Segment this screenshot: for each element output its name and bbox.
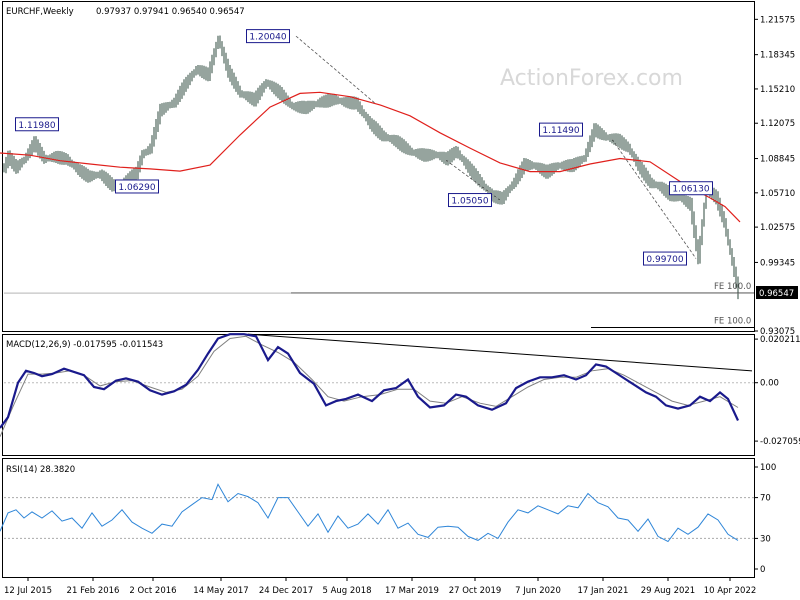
price-y-tick-label: 1.12075 [760,119,795,129]
price-panel-frame [2,1,755,332]
swing-label: 1.06130 [669,181,713,196]
x-tick-label: 7 Jun 2020 [515,586,561,596]
price-y-tick-label: 1.08845 [760,155,795,165]
swing-label-text: 1.06290 [118,183,155,193]
last-price-box [756,286,798,299]
macd-y-tick-label: 0.00 [760,379,779,389]
swing-label: 1.11490 [539,122,583,137]
swing-label: 0.99700 [643,251,687,266]
x-tick-label: 10 Apr 2022 [704,586,757,596]
swing-label-text: 1.06130 [672,185,709,195]
macd-y-tick-label: -0.027059 [760,437,800,447]
rsi-y-tick-label: 70 [760,494,771,504]
x-tick-label: 17 Mar 2019 [385,586,439,596]
x-tick-label: 29 Aug 2021 [641,586,695,596]
macd-trendline [247,333,753,372]
x-tick-label: 5 Aug 2018 [322,586,371,596]
rsi-y-tick-label: 100 [760,463,776,473]
rsi-panel-frame [2,458,755,578]
macd-y-tick-label: 0.020211 [760,335,800,345]
rsi-line [0,483,739,543]
swing-label: 1.11980 [15,117,59,132]
price-y-tick-label: 1.21575 [760,15,795,25]
price-y-tick-label: 1.02575 [760,223,795,233]
dashed-trendline [611,139,697,259]
price-y-tick-label: 1.15210 [760,85,795,95]
x-tick-label: 2 Oct 2016 [129,586,176,596]
watermark: ActionForex.com [500,66,683,91]
macd-y-axis: 0.020211 0.00 -0.027059 [754,335,800,447]
price-y-tick-label: 1.05710 [760,189,795,199]
x-axis: 12 Jul 2015 21 Feb 2016 2 Oct 2016 14 May 2… [4,577,756,596]
dashed-trendline [295,35,377,105]
price-y-tick-label: 0.93075 [760,327,795,337]
price-y-axis: 1.21575 1.18345 1.15210 1.12075 1.08845 1.057… [754,15,795,337]
swing-label-box [246,29,290,44]
macd-line [0,333,739,429]
swing-label: 1.06290 [115,179,159,194]
price-panel: ActionForex.com EURCHF,Weekly 0.97937 0.… [0,1,798,337]
x-tick-label: 14 May 2017 [193,586,248,596]
macd-panel-frame [2,334,755,456]
x-tick-label: 21 Feb 2016 [67,586,120,596]
swing-label-text: 1.05050 [451,197,488,207]
swing-labels: 1.20040 1.11980 1.06290 1.05050 1.11490 1.061… [15,29,713,266]
swing-label-box [669,181,713,196]
swing-label: 1.05050 [448,193,492,208]
fe-label: FE 100.0 [714,282,751,292]
swing-label-text: 0.99700 [646,255,683,265]
x-tick-label: 24 Dec 2017 [259,586,313,596]
macd-panel: MACD(12,26,9) -0.017595 -0.011543 0.0202… [0,333,800,456]
swing-label-box [643,251,687,266]
price-y-tick-label: 1.18345 [760,51,795,61]
last-price-tag: 0.96547 [756,286,798,299]
fe-projection-lines: FE 100.0 FE 100.0 [4,282,754,328]
rsi-y-tick-label: 0 [760,565,765,575]
rsi-y-tick-label: 30 [760,534,771,544]
swing-label-box [448,193,492,208]
x-tick-label: 17 Jan 2021 [578,586,629,596]
rsi-y-axis: 100 70 30 0 [754,463,776,575]
header-symbol: EURCHF,Weekly [6,7,74,17]
price-y-tick-label: 0.99345 [760,258,795,268]
swing-label-text: 1.11980 [18,121,55,131]
swing-label-box [539,122,583,137]
swing-label-box [115,179,159,194]
price-bars [3,35,739,300]
fe-label: FE 100.0 [714,316,751,326]
moving-average-line [0,91,741,223]
swing-label-text: 1.11490 [542,126,579,136]
swing-label-text: 1.20040 [249,33,286,43]
rsi-level-lines [4,497,754,539]
last-price-label: 0.96547 [759,289,794,299]
x-tick-label: 12 Jul 2015 [4,586,52,596]
swing-label: 1.20040 [246,29,290,44]
rsi-title: RSI(14) 28.3820 [6,465,75,475]
header-ohlc: 0.97937 0.97941 0.96540 0.96547 [96,7,245,17]
x-tick-label: 27 Oct 2019 [449,586,502,596]
macd-title: MACD(12,26,9) -0.017595 -0.011543 [6,340,163,350]
swing-label-box [15,117,59,132]
rsi-panel: RSI(14) 28.3820 100 70 30 0 [0,458,776,578]
